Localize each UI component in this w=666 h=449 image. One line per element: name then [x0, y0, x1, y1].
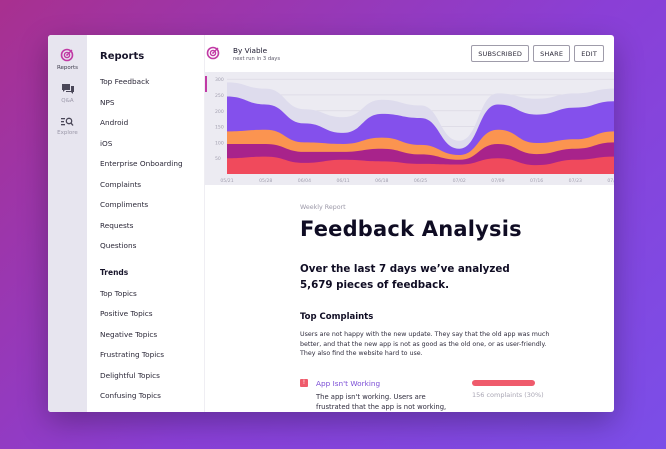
sidebar-item-frustrating-topics[interactable]: Frustrating Topics: [100, 350, 165, 359]
x-tick-label: 07/23: [569, 178, 582, 184]
rail-label-qa: Q&A: [61, 98, 74, 104]
sidebar-item-ios[interactable]: iOS: [100, 138, 113, 148]
x-tick-label: 05/21: [220, 178, 233, 184]
report-summary: Over the last 7 days we’ve analyzed 5,67…: [300, 263, 510, 291]
run-subtitle: next run in 3 days: [233, 56, 281, 62]
y-tick-label: 100: [215, 140, 224, 146]
top-complaints-heading: Top Complaints: [300, 312, 374, 322]
sidebar-heading-trends: Trends: [100, 267, 129, 277]
complaint-count: 156 complaints (30%): [472, 391, 544, 399]
sidebar-item-top-feedback[interactable]: Top Feedback: [100, 77, 150, 86]
rail-item-explore[interactable]: Explore: [57, 116, 78, 136]
x-tick-label: 06/11: [336, 178, 349, 184]
y-tick-label: 200: [215, 109, 224, 115]
report-body: Weekly Report Feedback Analysis Over the…: [300, 204, 560, 359]
header-actions: SUBSCRIBED SHARE EDIT: [471, 45, 604, 62]
target-icon: [206, 45, 220, 64]
main-content: By Viable next run in 3 days SUBSCRIBED …: [205, 35, 614, 412]
x-tick-label: 07/16: [530, 178, 543, 184]
sidebar-item-positive-topics[interactable]: Positive Topics: [100, 309, 153, 318]
sidebar-item-confusing-topics[interactable]: Confusing Topics: [100, 391, 161, 400]
sidebar-item-questions[interactable]: Questions: [100, 241, 137, 250]
reports-sidebar: Reports Top Feedback NPS Android iOS Ent…: [87, 35, 205, 412]
y-tick-label: 300: [215, 77, 224, 83]
report-kicker: Weekly Report: [300, 204, 346, 211]
alert-icon: !: [300, 379, 308, 387]
complaint-description: The app isn't working. Users are frustra…: [316, 393, 447, 411]
x-tick-label: 06/18: [375, 178, 388, 184]
run-info: By Viable next run in 3 days: [233, 46, 280, 62]
complaint-share-bar: [472, 380, 535, 386]
target-icon: [60, 48, 74, 62]
complaint-item: ! App Isn't Working The app isn't workin…: [300, 377, 550, 412]
y-tick-label: 150: [215, 125, 224, 131]
sidebar-title: Reports: [100, 51, 145, 62]
sidebar-item-complaints[interactable]: Complaints: [100, 179, 142, 189]
sidebar-item-nps[interactable]: NPS: [100, 97, 115, 107]
edit-button[interactable]: EDIT: [574, 45, 604, 62]
stacked-area-chart: 50 100 150 200 250 300 05/21 05/28 06/04 06/11 06/…: [215, 77, 614, 184]
y-tick-label: 50: [215, 156, 221, 162]
sidebar-item-delightful-topics[interactable]: Delightful Topics: [100, 370, 160, 380]
rail-label-explore: Explore: [57, 130, 78, 136]
icon-rail: Reports Q&A Explore: [48, 35, 87, 412]
x-tick-label: 07/02: [453, 178, 466, 184]
report-title: Feedback Analysis: [300, 217, 522, 241]
sidebar-item-compliments[interactable]: Compliments: [100, 200, 149, 209]
x-tick-label: 07/09: [491, 178, 504, 184]
x-tick-label: 07/30: [607, 178, 614, 184]
rail-label-reports: Reports: [56, 65, 79, 71]
sidebar-item-enterprise-onboarding[interactable]: Enterprise Onboarding: [100, 159, 183, 168]
sidebar-item-android[interactable]: Android: [100, 118, 129, 127]
rail-item-qa[interactable]: Q&A: [61, 83, 75, 104]
rail-item-reports[interactable]: Reports: [57, 48, 78, 71]
chart-accent-bar: [205, 76, 207, 92]
x-tick-label: 06/04: [298, 178, 311, 184]
y-tick-label: 250: [215, 93, 224, 99]
top-complaints-text: Users are not happy with the new update.…: [300, 331, 550, 358]
run-title: By Viable: [233, 46, 268, 55]
x-tick-label: 06/25: [414, 178, 427, 184]
series-area-1: [227, 156, 614, 174]
sidebar-item-negative-topics[interactable]: Negative Topics: [100, 329, 158, 339]
report-header: By Viable next run in 3 days SUBSCRIBED …: [205, 35, 614, 72]
explore-icon: [60, 116, 75, 127]
chat-icon: [61, 83, 75, 95]
app-window: Reports Q&A Explore: [48, 35, 614, 412]
sidebar-item-top-topics[interactable]: Top Topics: [100, 288, 137, 298]
subscribed-button[interactable]: SUBSCRIBED: [471, 45, 530, 62]
x-tick-label: 05/28: [259, 178, 272, 184]
complaint-title-link[interactable]: App Isn't Working: [316, 379, 381, 388]
feedback-chart: 50 100 150 200 250 300 05/21 05/28 06/04 06/11 06/…: [205, 72, 614, 185]
sidebar-item-requests[interactable]: Requests: [100, 220, 134, 230]
share-button[interactable]: SHARE: [533, 45, 571, 62]
